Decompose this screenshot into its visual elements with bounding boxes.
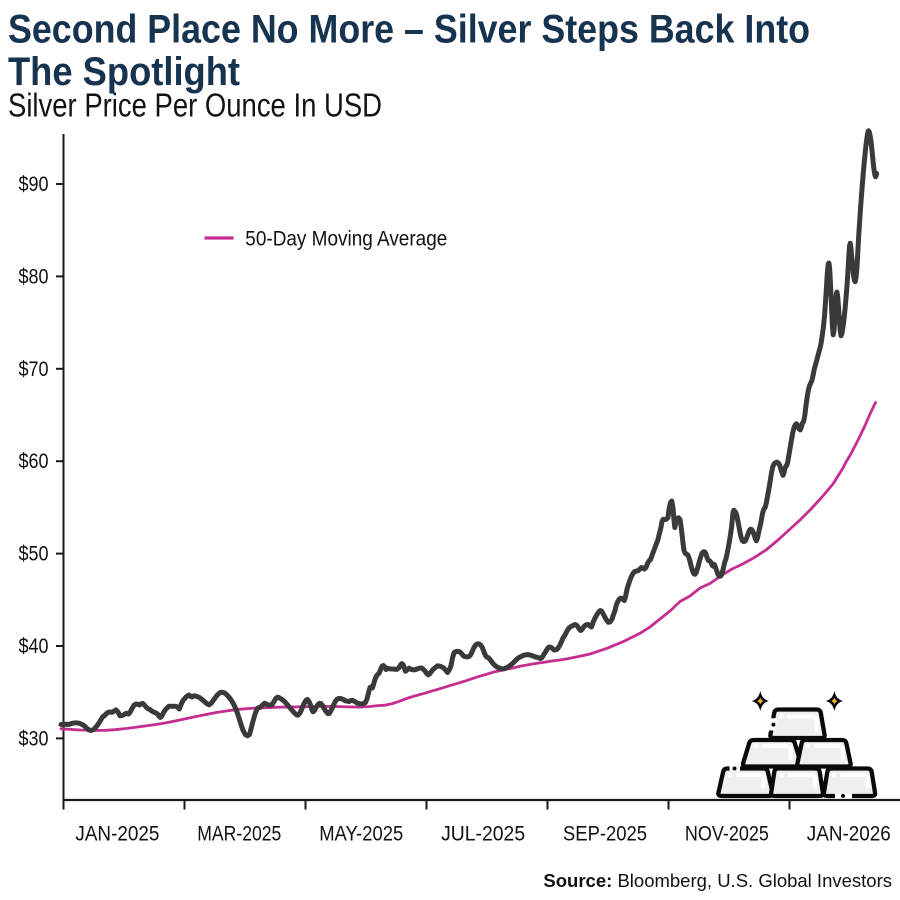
- svg-text:JAN-2025: JAN-2025: [75, 823, 159, 846]
- svg-text:Source: Bloomberg, U.S. Global: Source: Bloomberg, U.S. Global Investors: [543, 870, 892, 891]
- svg-text:Silver Price Per Ounce In USD: Silver Price Per Ounce In USD: [8, 87, 382, 124]
- svg-text:$70: $70: [19, 358, 49, 381]
- svg-text:50-Day Moving Average: 50-Day Moving Average: [245, 228, 447, 251]
- svg-text:MAR-2025: MAR-2025: [197, 823, 281, 846]
- svg-text:JUL-2025: JUL-2025: [441, 823, 525, 846]
- svg-text:$50: $50: [19, 543, 49, 566]
- svg-text:$80: $80: [19, 265, 49, 288]
- svg-text:Second Place No More – Silver: Second Place No More – Silver Steps Back…: [8, 8, 810, 52]
- svg-text:JAN-2026: JAN-2026: [807, 823, 891, 846]
- svg-text:$40: $40: [19, 635, 49, 658]
- svg-text:The Spotlight: The Spotlight: [8, 50, 240, 94]
- svg-text:$30: $30: [19, 727, 49, 750]
- svg-text:MAY-2025: MAY-2025: [319, 823, 403, 846]
- svg-text:$60: $60: [19, 450, 49, 473]
- svg-text:SEP-2025: SEP-2025: [563, 823, 647, 846]
- svg-text:$90: $90: [19, 173, 49, 196]
- svg-text:NOV-2025: NOV-2025: [685, 823, 769, 846]
